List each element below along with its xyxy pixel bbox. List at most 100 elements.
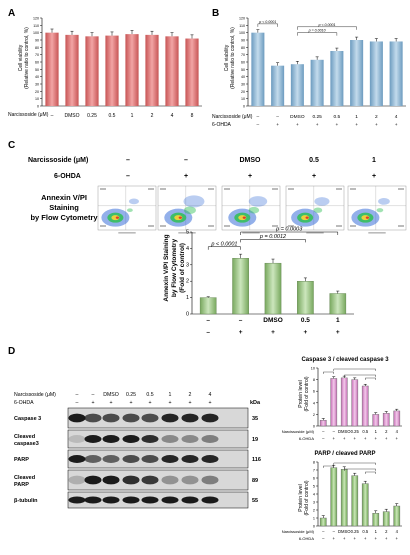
x-tick-label: + bbox=[395, 123, 398, 128]
x-tick-label: 1 bbox=[375, 529, 378, 534]
blot-band bbox=[102, 496, 120, 504]
x-tick-label: – bbox=[322, 436, 325, 441]
blot-band bbox=[201, 413, 219, 423]
blot-band bbox=[181, 496, 199, 504]
blot-kda: 89 bbox=[252, 478, 258, 484]
bar bbox=[319, 517, 327, 527]
blot-label: PARP bbox=[14, 457, 29, 463]
y-tick-label: 100 bbox=[239, 31, 245, 35]
header-cell: 0.5 bbox=[146, 392, 153, 398]
y-tick-label: 0 bbox=[37, 105, 39, 109]
x-tick-label: + bbox=[364, 536, 367, 541]
y-tick-label: 2 bbox=[313, 413, 315, 417]
header-cell: 0.5 bbox=[309, 157, 319, 164]
blot-band bbox=[201, 496, 219, 504]
x-tick-label: 0.25 bbox=[351, 529, 360, 534]
western-blot-row: PARP 116 bbox=[14, 449, 261, 469]
blot-band bbox=[122, 435, 140, 443]
y-tick-label: 20 bbox=[241, 90, 245, 94]
y-tick-label: 40 bbox=[241, 75, 245, 79]
bar bbox=[145, 34, 159, 106]
svg-text:(Relative ratio to control, %): (Relative ratio to control, %) bbox=[230, 27, 236, 89]
y-tick-label: 30 bbox=[35, 83, 39, 87]
x-tick-label: – bbox=[206, 317, 210, 324]
bar bbox=[340, 469, 348, 527]
y-tick-label: 0 bbox=[313, 525, 315, 529]
x-tick-label: 2 bbox=[385, 429, 388, 434]
y-tick-label: 4 bbox=[313, 401, 315, 405]
bar bbox=[330, 467, 338, 527]
x-tick-label: + bbox=[375, 123, 378, 128]
bar bbox=[105, 35, 119, 106]
y-tick-label: 30 bbox=[241, 83, 245, 87]
y-tick-label: 120 bbox=[239, 17, 245, 21]
panel-letter-c: C bbox=[8, 140, 15, 151]
x-tick-label: + bbox=[343, 436, 346, 441]
y-tick-label: 110 bbox=[33, 24, 39, 28]
y-tick-label: 0 bbox=[186, 312, 189, 318]
blot-band bbox=[68, 435, 86, 443]
y-tick-label: 8 bbox=[313, 461, 315, 465]
significance-bracket bbox=[240, 231, 339, 235]
x-tick-label: 1 bbox=[131, 113, 134, 119]
svg-text:by Flow Cytometry: by Flow Cytometry bbox=[171, 239, 178, 298]
bar bbox=[372, 513, 380, 527]
header-cell: + bbox=[109, 400, 112, 406]
bar bbox=[393, 410, 401, 427]
blot-band bbox=[122, 496, 140, 504]
significance-bracket bbox=[333, 368, 376, 371]
panel-c-ylabel: Annexin V/PI Staining by Flow Cytometry … bbox=[163, 234, 186, 301]
svg-text:Staining: Staining bbox=[49, 203, 79, 212]
row-label: Narcissoside (μM) bbox=[282, 429, 315, 434]
significance-bracket bbox=[297, 26, 357, 30]
panel-a-plot: 0 10 20 30 40 50 60 70 80 90 100 110 120 – DMSO 0.25 0.5… bbox=[33, 17, 202, 119]
blot-label: PARP bbox=[14, 482, 29, 488]
bar bbox=[361, 483, 369, 527]
header-cell: + bbox=[188, 400, 191, 406]
blot-band bbox=[84, 413, 102, 423]
svg-text:Annexin V/PI: Annexin V/PI bbox=[41, 193, 87, 202]
x-tick-label: 0.5 bbox=[362, 529, 368, 534]
header-cell: + bbox=[248, 173, 252, 180]
blot-band bbox=[102, 413, 120, 423]
header-cell: + bbox=[208, 400, 211, 406]
significance-bracket bbox=[344, 374, 376, 377]
significance-bracket bbox=[344, 468, 376, 471]
x-tick-label: + bbox=[364, 436, 367, 441]
header-cell: 1 bbox=[372, 157, 376, 164]
y-tick-label: 4 bbox=[186, 246, 189, 252]
blot-band bbox=[68, 413, 86, 423]
x-tick-label: – bbox=[322, 536, 325, 541]
header-cell: 0.25 bbox=[126, 392, 136, 398]
panel-d-chart2-ylabel: Protein level (Fold of control) bbox=[298, 480, 310, 515]
x-tick-label: 4 bbox=[396, 529, 399, 534]
significance-bracket bbox=[257, 23, 278, 27]
x-tick-label: – bbox=[239, 317, 243, 324]
x-tick-label: 0.25 bbox=[351, 429, 360, 434]
panel-c-row2-label: 6-OHDA bbox=[54, 173, 81, 180]
x-tick-label: DMSO bbox=[338, 529, 351, 534]
blot-band bbox=[141, 413, 159, 423]
y-tick-label: 120 bbox=[33, 17, 39, 21]
panel-b-row2-label: 6-OHDA bbox=[212, 122, 232, 128]
row-label: 6-OHDA bbox=[299, 436, 314, 441]
header-cell: – bbox=[126, 173, 130, 180]
y-tick-label: 0 bbox=[313, 425, 315, 429]
svg-text:(Fold of control): (Fold of control) bbox=[304, 480, 310, 515]
bar bbox=[290, 64, 304, 106]
panel-c-side-title: Annexin V/PI Staining by Flow Cytometry bbox=[30, 193, 98, 222]
x-tick-label: + bbox=[354, 436, 357, 441]
panel-d-chart1-title: Caspase 3 / cleaved caspase 3 bbox=[301, 357, 389, 363]
x-tick-label: 1 bbox=[336, 317, 340, 324]
x-tick-label: – bbox=[322, 529, 325, 534]
flow-cytometry-plot bbox=[347, 185, 407, 234]
y-tick-label: 100 bbox=[33, 31, 39, 35]
y-tick-label: 1 bbox=[313, 517, 315, 521]
y-tick-label: 4 bbox=[313, 493, 315, 497]
blot-label: caspase3 bbox=[14, 441, 39, 447]
p-value-label: p = 0.0003 bbox=[275, 227, 303, 233]
p-value-label: p < 0.0001 bbox=[258, 20, 276, 24]
bar bbox=[330, 51, 344, 106]
